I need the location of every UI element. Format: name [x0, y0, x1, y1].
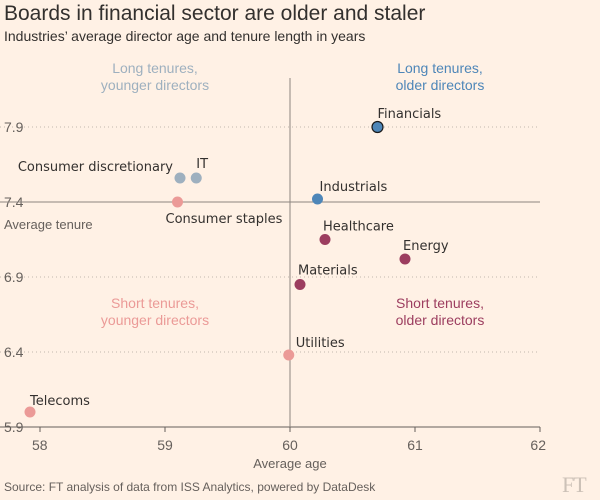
- x-tick-label: 61: [407, 437, 423, 453]
- data-point: [371, 120, 384, 134]
- chart-title: Boards in financial sector are older and…: [4, 2, 426, 25]
- quadrant-label: older directors: [396, 77, 485, 93]
- point-label: Industrials: [320, 180, 388, 195]
- data-point: [294, 279, 306, 290]
- x-tick-label: 59: [157, 437, 173, 453]
- data-point: [172, 196, 183, 208]
- chart-subtitle: Industries’ average director age and ten…: [4, 28, 366, 44]
- quadrant-label: Long tenures,: [112, 60, 198, 76]
- point-label: Consumer staples: [166, 212, 283, 227]
- data-point: [174, 172, 186, 184]
- data-point: [319, 234, 331, 245]
- x-tick-label: 58: [32, 437, 48, 453]
- data-point: [283, 349, 295, 361]
- point-label: IT: [196, 157, 208, 172]
- point-label: Energy: [403, 239, 449, 254]
- y-tick-label: 6.9: [4, 269, 24, 285]
- quadrant-label: Short tenures,: [396, 295, 484, 311]
- point-label: Financials: [378, 107, 442, 122]
- quadrant-label: Long tenures,: [397, 60, 483, 76]
- quadrant-label: younger directors: [101, 77, 209, 93]
- x-tick-label: 62: [530, 437, 546, 453]
- data-point: [24, 406, 36, 418]
- point-label: Telecoms: [29, 394, 90, 409]
- data-point: [399, 253, 411, 265]
- point-label: Utilities: [296, 336, 345, 351]
- quadrant-label: older directors: [396, 312, 485, 328]
- point-label: Materials: [298, 264, 358, 279]
- ft-logo: FT: [562, 472, 587, 497]
- data-point: [190, 172, 202, 184]
- y-tick-label: 6.4: [4, 344, 24, 360]
- y-tick-label: 7.9: [4, 119, 24, 135]
- x-axis-title: Average age: [253, 456, 327, 471]
- point-label: Consumer discretionary: [18, 160, 173, 175]
- quadrant-label: younger directors: [101, 312, 209, 328]
- point-label: Healthcare: [323, 220, 394, 235]
- x-tick-label: 60: [282, 437, 298, 453]
- average-tenure-label: Average tenure: [4, 217, 93, 232]
- source-note: Source: FT analysis of data from ISS Ana…: [4, 480, 376, 494]
- quadrant-label: Short tenures,: [111, 295, 199, 311]
- data-point: [312, 193, 323, 205]
